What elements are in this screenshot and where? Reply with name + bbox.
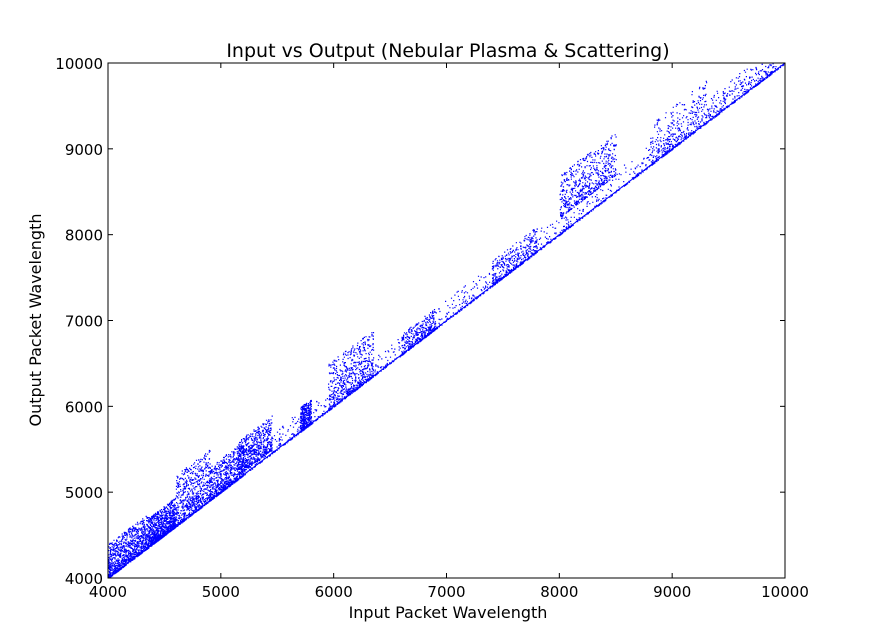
y-axis-ticks: 4000 5000 6000 7000 8000 9000 10000 bbox=[55, 55, 785, 588]
identity-line bbox=[107, 62, 786, 579]
x-tick-label: 7000 bbox=[427, 583, 465, 601]
y-tick-label: 7000 bbox=[65, 313, 103, 331]
y-tick-label: 5000 bbox=[65, 484, 103, 502]
x-tick-label: 4000 bbox=[89, 583, 127, 601]
x-tick-label: 5000 bbox=[202, 583, 240, 601]
x-tick-label: 9000 bbox=[653, 583, 691, 601]
y-tick-label: 6000 bbox=[65, 398, 103, 416]
chart-title: Input vs Output (Nebular Plasma & Scatte… bbox=[226, 40, 669, 62]
x-tick-label: 10000 bbox=[761, 583, 809, 601]
y-tick-label: 4000 bbox=[65, 570, 103, 588]
x-axis-label: Input Packet Wavelength bbox=[349, 603, 548, 622]
y-tick-label: 10000 bbox=[55, 55, 103, 73]
y-tick-label: 9000 bbox=[65, 141, 103, 159]
plot-area bbox=[107, 62, 786, 579]
x-tick-label: 8000 bbox=[540, 583, 578, 601]
y-tick-label: 8000 bbox=[65, 227, 103, 245]
x-axis-ticks: 4000 5000 6000 7000 8000 9000 10000 bbox=[89, 63, 809, 601]
y-axis-label: Output Packet Wavelength bbox=[26, 213, 45, 426]
x-tick-label: 6000 bbox=[315, 583, 353, 601]
